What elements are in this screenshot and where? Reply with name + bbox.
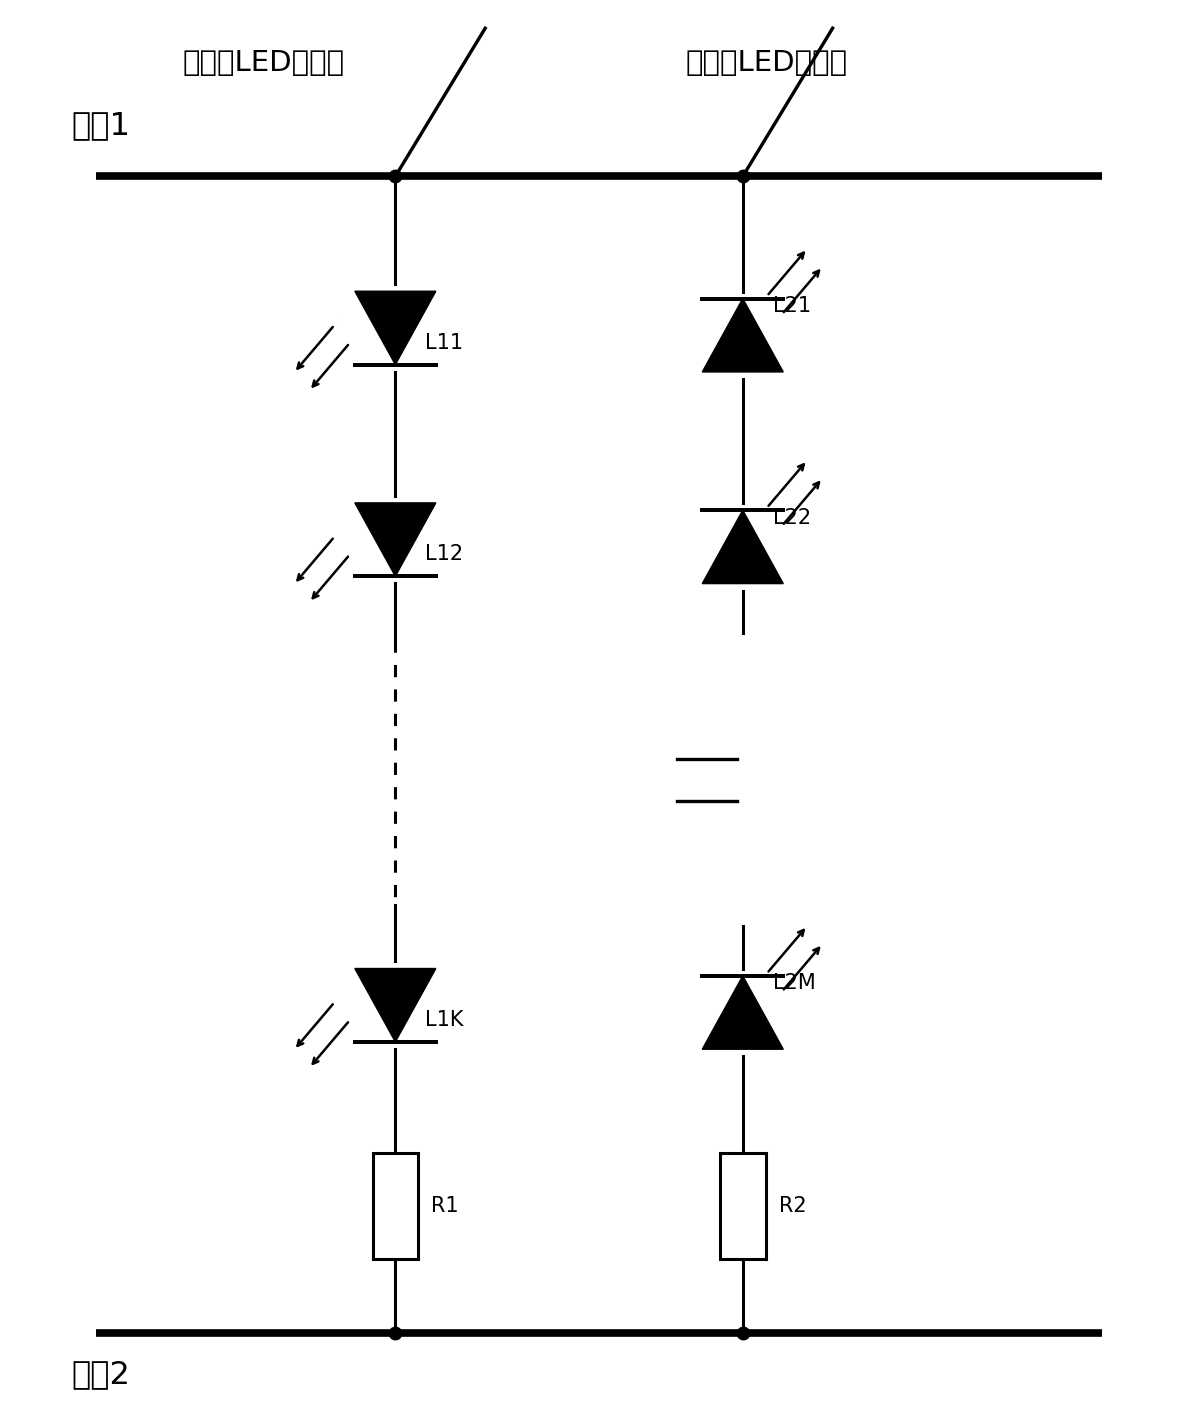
Polygon shape	[702, 299, 783, 373]
Text: L21: L21	[773, 296, 811, 316]
Text: L22: L22	[773, 508, 811, 528]
Polygon shape	[355, 291, 436, 364]
Text: R1: R1	[431, 1197, 459, 1216]
Bar	[373, 1154, 418, 1260]
Text: 第一组LED子灯串: 第一组LED子灯串	[182, 49, 345, 78]
Polygon shape	[702, 511, 783, 584]
Polygon shape	[355, 502, 436, 576]
Text: L11: L11	[425, 333, 464, 353]
Text: 第二组LED子灯串: 第二组LED子灯串	[685, 49, 848, 78]
Text: 电线2: 电线2	[72, 1359, 131, 1390]
Polygon shape	[702, 976, 783, 1050]
Text: L1K: L1K	[425, 1010, 464, 1030]
Polygon shape	[355, 968, 436, 1041]
Text: L12: L12	[425, 545, 464, 564]
Text: 电线1: 电线1	[72, 110, 131, 141]
Bar	[720, 1154, 766, 1260]
Text: L2M: L2M	[773, 974, 816, 993]
Text: R2: R2	[779, 1197, 806, 1216]
